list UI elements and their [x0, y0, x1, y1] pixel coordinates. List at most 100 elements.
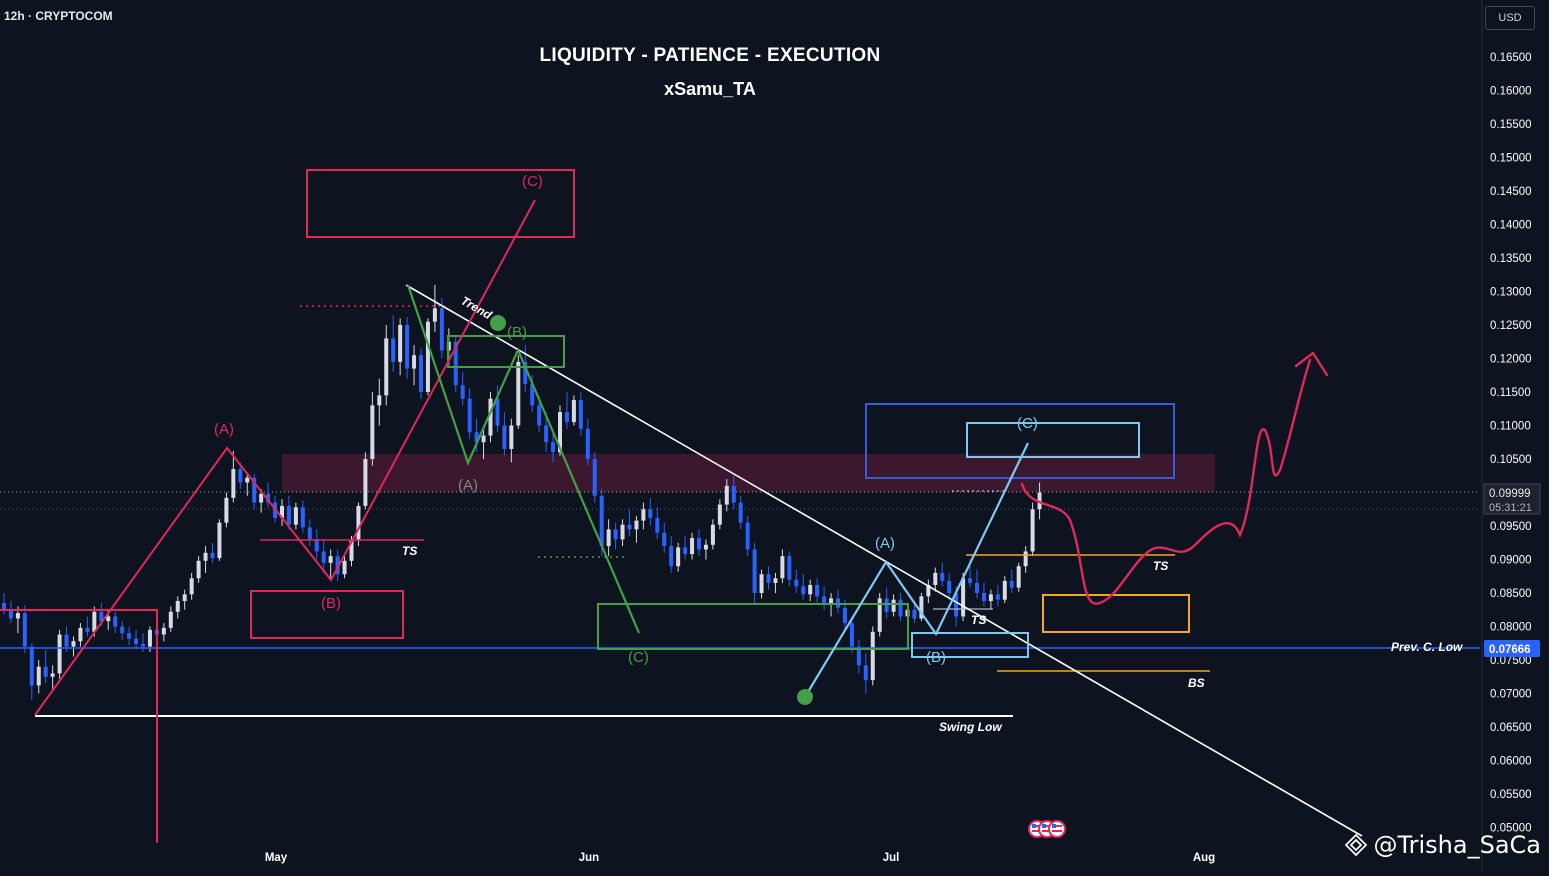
candle: [1009, 569, 1014, 593]
candle: [286, 495, 291, 530]
candle: [384, 325, 389, 406]
lightblue-b-box: [911, 632, 1029, 658]
candle: [280, 499, 284, 526]
candle: [488, 392, 493, 443]
current-price-box: [1483, 483, 1541, 515]
candle-body: [599, 495, 604, 547]
candle-body: [307, 527, 312, 540]
binance-diamond-icon: [1344, 833, 1367, 857]
candle-body: [606, 529, 611, 547]
candle: [43, 649, 48, 684]
candle-body: [474, 432, 479, 443]
candle-body: [252, 477, 257, 503]
candle: [919, 593, 924, 622]
candle-body: [245, 477, 250, 483]
candle: [836, 589, 840, 614]
candle: [419, 348, 423, 399]
candle: [224, 492, 229, 528]
candle-body: [85, 627, 90, 632]
candle: [571, 395, 576, 426]
candle-body: [731, 485, 736, 503]
candle: [245, 472, 250, 496]
candle-body: [669, 546, 674, 567]
candle: [259, 489, 264, 513]
candle-body: [648, 509, 653, 518]
trend-touch-marker: [490, 315, 506, 331]
y-tick-label: 0.12000: [1490, 354, 1532, 366]
candle: [863, 653, 868, 694]
candle: [36, 660, 41, 694]
candle-body: [933, 572, 938, 585]
candle-body: [578, 400, 583, 429]
axes-layer: 0.16500 0.16000 0.15500 0.15000 0.14500 0.140…: [265, 0, 1541, 871]
candle-body: [238, 469, 243, 483]
candle: [252, 473, 257, 510]
candle-body: [335, 556, 340, 575]
candle: [961, 572, 966, 622]
candle: [29, 643, 34, 701]
currency-button[interactable]: USD: [1485, 6, 1535, 30]
y-tick-label: 0.08500: [1490, 588, 1532, 600]
candle-body: [558, 412, 562, 453]
candle-body: [870, 631, 875, 681]
candle-body: [495, 398, 500, 426]
candle-body: [196, 560, 201, 579]
candle: [926, 579, 931, 604]
candle-body: [745, 522, 750, 550]
candle-body: [655, 517, 660, 533]
candle: [168, 606, 173, 632]
candle: [78, 623, 83, 647]
ts-label-orange: TS: [1153, 559, 1168, 573]
candle: [481, 425, 486, 459]
candle: [738, 495, 743, 530]
candle-body: [8, 609, 13, 619]
candle-body: [321, 551, 326, 563]
candle-body: [773, 578, 778, 583]
candle-body: [585, 428, 590, 459]
candle-body: [134, 638, 139, 644]
candle-body: [210, 552, 215, 559]
y-tick-label: 0.14500: [1490, 186, 1532, 198]
x-tick-label: Jun: [579, 852, 599, 864]
candle-body: [43, 666, 48, 677]
lightblue-c-box: [966, 422, 1140, 458]
candle-body: [71, 641, 76, 647]
prev-c-low-label: Prev. C. Low: [1391, 640, 1463, 654]
candle-body: [460, 385, 465, 399]
candle-body: [954, 593, 959, 617]
candle: [627, 509, 632, 537]
candle-body: [926, 584, 931, 597]
candle-body: [641, 509, 646, 521]
candle-body: [300, 507, 305, 528]
candle-body: [314, 539, 319, 552]
candle-body: [1016, 566, 1021, 588]
bs-label: BS: [1188, 676, 1205, 690]
x-tick-label: Aug: [1193, 852, 1215, 864]
candle: [564, 392, 569, 429]
red-wave-label-b: (B): [321, 595, 341, 612]
candle-body: [377, 395, 382, 406]
candle-body: [1002, 580, 1007, 600]
candle-body: [398, 325, 403, 362]
candle: [745, 515, 750, 557]
candle-body: [988, 594, 993, 602]
candle-body: [766, 574, 771, 583]
candle-body: [363, 459, 368, 506]
candle: [1023, 546, 1028, 573]
candle-body: [752, 549, 757, 593]
chart-title: LIQUIDITY - PATIENCE - EXECUTION: [539, 45, 881, 66]
chart-subtitle: xSamu_TA: [664, 79, 756, 99]
candle-body: [842, 607, 847, 624]
candle-body: [523, 361, 528, 384]
candle-body: [690, 538, 695, 555]
candle-body: [99, 611, 104, 622]
candle: [780, 549, 785, 583]
candle: [113, 611, 118, 634]
candle-body: [120, 626, 125, 634]
candle-body: [467, 398, 472, 433]
candle: [293, 502, 298, 530]
candle: [683, 536, 688, 560]
flag-stripe: [1052, 830, 1062, 832]
